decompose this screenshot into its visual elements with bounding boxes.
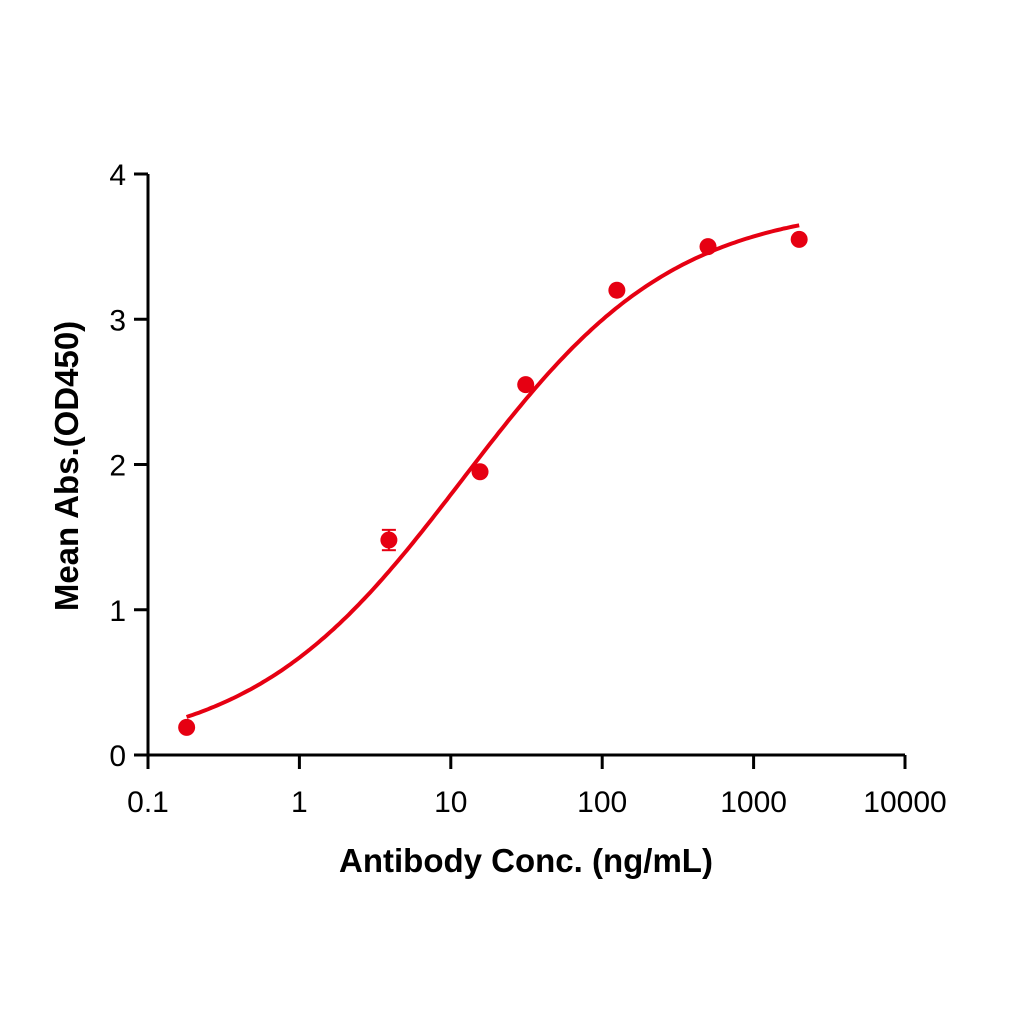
data-point	[790, 230, 808, 248]
x-tick-label: 1000	[720, 786, 787, 819]
x-tick-label: 10	[434, 786, 467, 819]
data-point	[380, 531, 398, 549]
data-point	[608, 281, 626, 299]
y-tick-label: 1	[109, 595, 126, 628]
axes: 0.1 1 10 100 1000 10000 0 1 2 3 4	[109, 159, 946, 819]
x-tick-label: 10000	[863, 786, 946, 819]
data-point	[517, 376, 535, 394]
data-points	[178, 230, 808, 736]
y-tick-label: 3	[109, 304, 126, 337]
data-point	[471, 463, 489, 481]
y-axis-title: Mean Abs.(OD450)	[48, 321, 85, 611]
y-tick-label: 0	[109, 740, 126, 773]
x-tick-label: 100	[577, 786, 627, 819]
data-point	[178, 718, 196, 736]
fit-curve	[185, 223, 800, 719]
data-point	[699, 238, 717, 256]
x-tick-label: 1	[291, 786, 308, 819]
x-axis-title: Antibody Conc. (ng/mL)	[339, 842, 713, 879]
y-tick-label: 2	[109, 450, 126, 483]
fit-line	[185, 223, 800, 719]
y-tick-label: 4	[109, 159, 126, 192]
x-tick-label: 0.1	[127, 786, 169, 819]
